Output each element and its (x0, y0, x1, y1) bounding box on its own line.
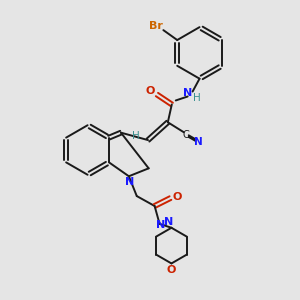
Text: N: N (125, 177, 134, 187)
Text: H: H (193, 94, 200, 103)
Text: N: N (194, 137, 203, 147)
Text: N: N (164, 217, 173, 227)
Text: N: N (183, 88, 192, 98)
Text: O: O (167, 266, 176, 275)
Text: O: O (145, 85, 155, 96)
Text: N: N (156, 220, 165, 230)
Text: H: H (132, 131, 140, 141)
Text: Br: Br (149, 21, 164, 31)
Text: O: O (173, 192, 182, 202)
Text: C: C (182, 130, 189, 140)
